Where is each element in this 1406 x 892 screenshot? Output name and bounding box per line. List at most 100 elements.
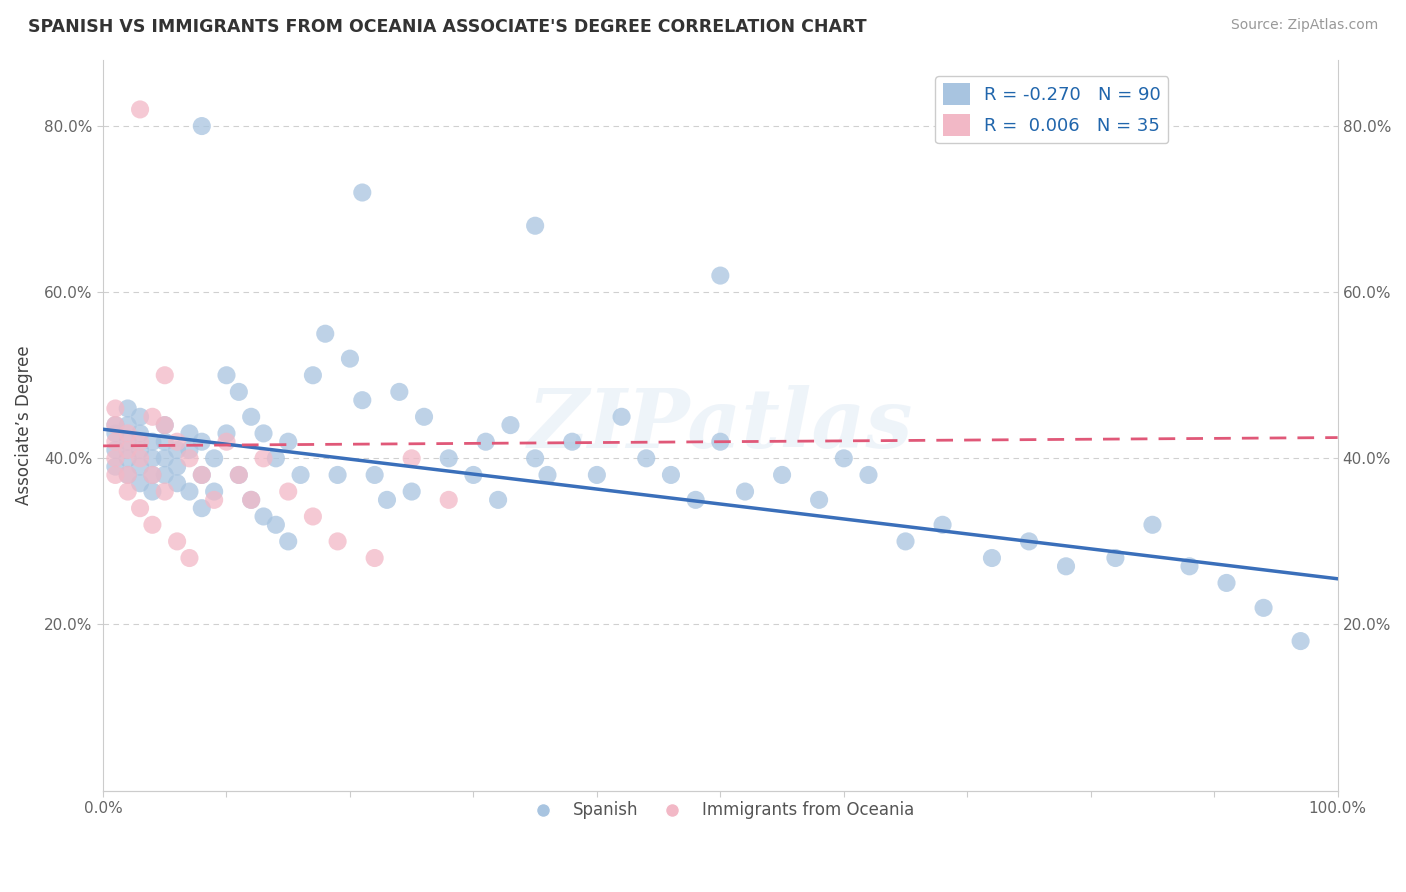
Point <box>314 326 336 341</box>
Point <box>1018 534 1040 549</box>
Point <box>610 409 633 424</box>
Point <box>709 268 731 283</box>
Point <box>153 434 176 449</box>
Point <box>215 426 238 441</box>
Point <box>153 484 176 499</box>
Point <box>264 517 287 532</box>
Point <box>352 393 374 408</box>
Point <box>326 467 349 482</box>
Point <box>277 484 299 499</box>
Point <box>858 467 880 482</box>
Point <box>129 476 152 491</box>
Point <box>191 467 214 482</box>
Point <box>153 467 176 482</box>
Point <box>401 451 423 466</box>
Point <box>179 443 201 458</box>
Point <box>104 443 127 458</box>
Point <box>734 484 756 499</box>
Point <box>352 186 374 200</box>
Point <box>191 119 214 133</box>
Point <box>363 467 385 482</box>
Point <box>375 492 398 507</box>
Point <box>166 443 188 458</box>
Point <box>141 517 163 532</box>
Point <box>486 492 509 507</box>
Point <box>474 434 496 449</box>
Point <box>141 451 163 466</box>
Point <box>252 426 274 441</box>
Point <box>636 451 658 466</box>
Point <box>685 492 707 507</box>
Point <box>104 401 127 416</box>
Point <box>153 418 176 433</box>
Point <box>117 401 139 416</box>
Point <box>290 467 312 482</box>
Point <box>104 426 127 441</box>
Text: SPANISH VS IMMIGRANTS FROM OCEANIA ASSOCIATE'S DEGREE CORRELATION CHART: SPANISH VS IMMIGRANTS FROM OCEANIA ASSOC… <box>28 18 866 36</box>
Point <box>141 434 163 449</box>
Point <box>981 551 1004 566</box>
Point <box>166 476 188 491</box>
Point <box>129 434 152 449</box>
Point <box>215 434 238 449</box>
Point <box>104 451 127 466</box>
Point <box>141 484 163 499</box>
Point <box>117 418 139 433</box>
Point <box>1178 559 1201 574</box>
Text: ZIPatlas: ZIPatlas <box>527 385 912 465</box>
Point <box>277 434 299 449</box>
Point <box>463 467 485 482</box>
Point <box>179 484 201 499</box>
Point <box>202 484 225 499</box>
Point <box>153 368 176 383</box>
Point <box>166 459 188 474</box>
Point <box>191 434 214 449</box>
Point <box>129 426 152 441</box>
Point <box>117 434 139 449</box>
Point <box>240 492 263 507</box>
Point <box>264 451 287 466</box>
Point <box>240 492 263 507</box>
Point <box>808 492 831 507</box>
Point <box>191 501 214 516</box>
Point <box>215 368 238 383</box>
Point <box>166 434 188 449</box>
Point <box>894 534 917 549</box>
Point <box>931 517 953 532</box>
Text: Source: ZipAtlas.com: Source: ZipAtlas.com <box>1230 18 1378 32</box>
Point <box>536 467 558 482</box>
Point <box>129 459 152 474</box>
Point <box>104 459 127 474</box>
Point <box>166 534 188 549</box>
Point <box>339 351 361 366</box>
Point <box>153 418 176 433</box>
Point <box>129 103 152 117</box>
Point <box>179 426 201 441</box>
Point <box>191 467 214 482</box>
Point <box>401 484 423 499</box>
Point <box>240 409 263 424</box>
Point <box>437 451 460 466</box>
Point <box>104 434 127 449</box>
Point <box>388 384 411 399</box>
Point <box>709 434 731 449</box>
Point <box>202 451 225 466</box>
Point <box>228 467 250 482</box>
Point <box>141 467 163 482</box>
Point <box>1054 559 1077 574</box>
Point <box>104 467 127 482</box>
Point <box>117 484 139 499</box>
Point <box>104 418 127 433</box>
Point <box>252 509 274 524</box>
Point <box>104 418 127 433</box>
Point <box>129 409 152 424</box>
Point <box>413 409 436 424</box>
Point <box>659 467 682 482</box>
Point <box>117 467 139 482</box>
Point <box>437 492 460 507</box>
Point <box>524 219 547 233</box>
Point <box>179 551 201 566</box>
Point <box>302 509 325 524</box>
Point <box>586 467 609 482</box>
Point <box>117 426 139 441</box>
